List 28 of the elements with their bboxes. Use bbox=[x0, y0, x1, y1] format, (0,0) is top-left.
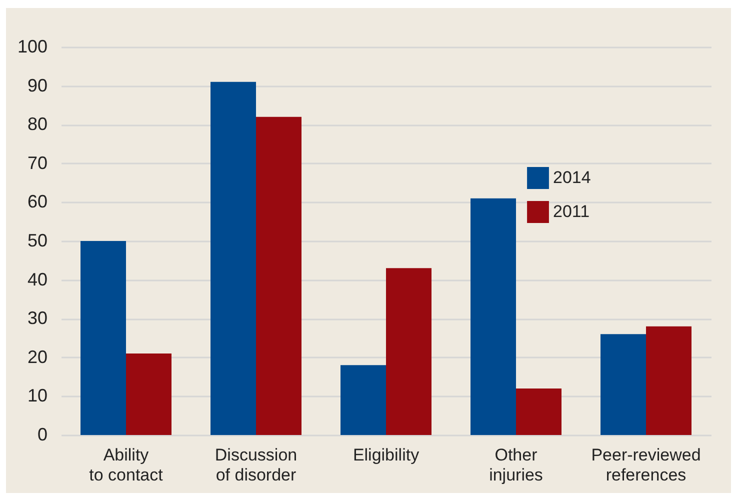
x-tick-label: Peer-reviewed references bbox=[591, 446, 701, 484]
bar bbox=[470, 198, 516, 435]
x-tick-label: Eligibility bbox=[352, 446, 420, 464]
y-tick-label: 80 bbox=[27, 114, 48, 134]
x-tick-label: Other injuries bbox=[489, 446, 543, 484]
x-tick-label: Discussion of disorder bbox=[214, 446, 298, 484]
bar bbox=[386, 268, 432, 435]
bar bbox=[516, 388, 562, 435]
bar bbox=[210, 82, 256, 435]
legend-label: 2011 bbox=[553, 202, 590, 221]
y-tick-label: 10 bbox=[27, 386, 48, 406]
x-tick-label: Ability to contact bbox=[89, 446, 164, 484]
y-tick-label: 40 bbox=[27, 269, 48, 290]
y-tick-label: 70 bbox=[27, 152, 48, 173]
y-tick-label: 30 bbox=[27, 308, 48, 328]
bar bbox=[340, 365, 386, 435]
bar bbox=[80, 241, 126, 435]
legend-label: 2014 bbox=[553, 168, 591, 187]
bar bbox=[600, 334, 646, 435]
y-tick-label: 90 bbox=[27, 75, 48, 96]
y-tick-label: 0 bbox=[37, 424, 48, 444]
bar bbox=[646, 326, 692, 435]
y-tick-label: 50 bbox=[27, 230, 48, 250]
y-tick-label: 100 bbox=[17, 36, 48, 56]
y-tick-label: 60 bbox=[27, 192, 48, 212]
bar bbox=[256, 116, 302, 435]
y-tick-label: 20 bbox=[27, 346, 48, 367]
bar bbox=[126, 354, 172, 435]
